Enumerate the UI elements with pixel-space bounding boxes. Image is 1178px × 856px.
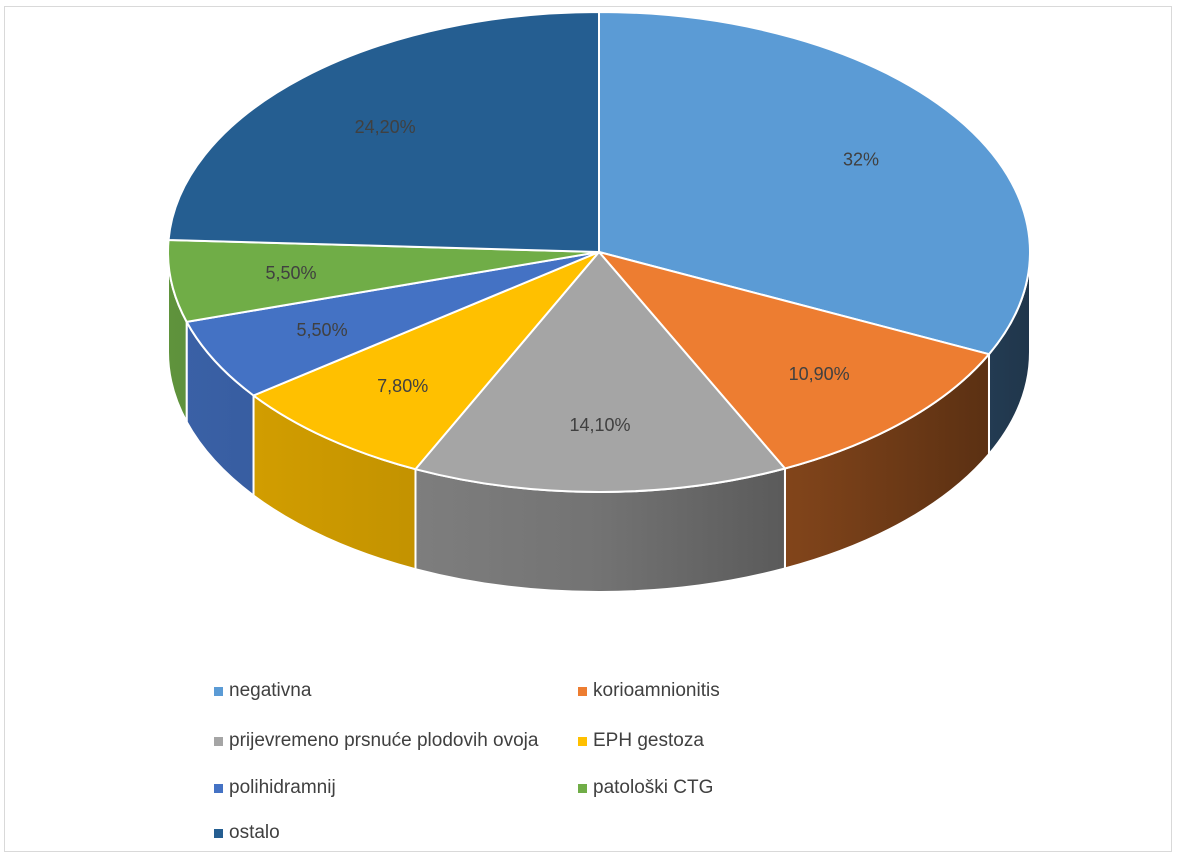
data-label-polihidramnij: 5,50% xyxy=(297,320,348,340)
pie-slice-negativna xyxy=(598,11,1031,356)
pie-slice-ostalo xyxy=(167,11,600,253)
data-label-prijevremeno-prsnuce-plodovih-ovoja: 14,10% xyxy=(569,415,630,435)
data-label-korioamnionitis: 10,90% xyxy=(789,364,850,384)
data-label-eph-gestoza: 7,80% xyxy=(377,376,428,396)
pie-slice-prijevremeno-prsnuce-plodovih-ovoja xyxy=(414,251,786,493)
data-label-patoloski-ctg: 5,50% xyxy=(265,263,316,283)
data-label-ostalo: 24,20% xyxy=(355,117,416,137)
pie-slice-eph-gestoza xyxy=(252,251,600,471)
data-label-negativna: 32% xyxy=(843,149,879,169)
pie-slice-korioamnionitis xyxy=(598,251,990,470)
pie-slice-patoloski-ctg xyxy=(167,238,600,323)
pie-slice-polihidramnij xyxy=(185,251,600,397)
